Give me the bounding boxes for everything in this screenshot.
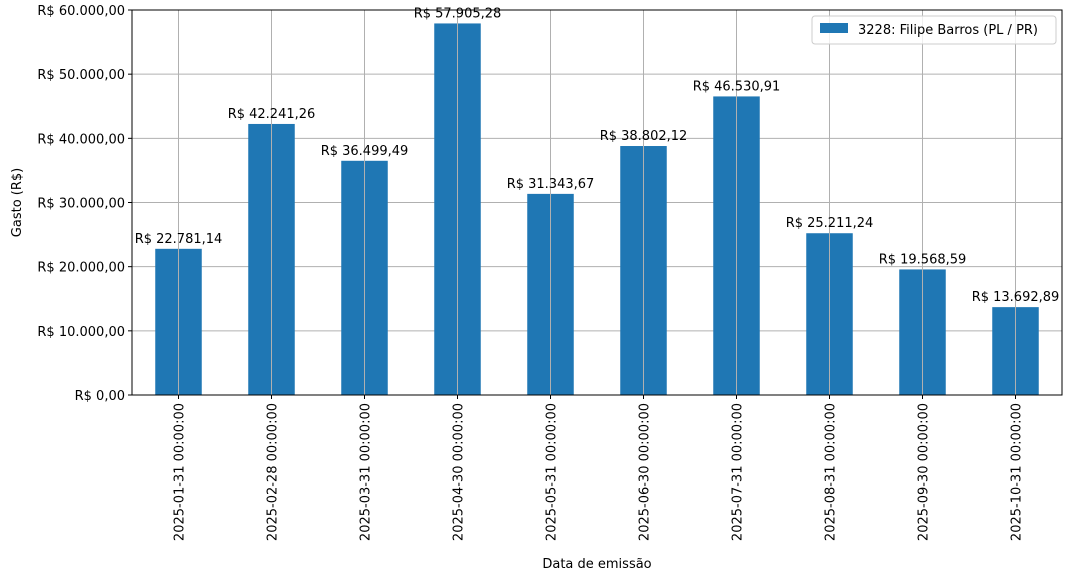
y-axis-label: Gasto (R$) [10,168,25,237]
legend: 3228: Filipe Barros (PL / PR) [811,15,1057,45]
x-tick-label: 2025-05-31 00:00:00 [545,403,560,541]
bar-value-label: R$ 19.568,59 [879,252,967,267]
x-tick-label: 2025-03-31 00:00:00 [359,403,374,541]
bar-value-label: R$ 31.343,67 [507,177,595,192]
x-tick-label: 2025-02-28 00:00:00 [266,403,281,541]
bar-value-label: R$ 13.692,89 [972,290,1060,305]
x-axis-label: Data de emissão [542,557,651,572]
vertical-grid-layer [178,10,1016,395]
x-tick-label: 2025-06-30 00:00:00 [638,403,653,541]
legend-swatch [820,23,848,33]
y-tick-label: R$ 30.000,00 [37,197,125,212]
bar-value-label: R$ 22.781,14 [135,232,223,247]
y-tick-label: R$ 0,00 [75,389,125,404]
y-axis-ticks: R$ 0,00 R$ 10.000,00 R$ 20.000,00 R$ 30.000… [37,4,132,404]
x-tick-label: 2025-10-31 00:00:00 [1010,403,1025,541]
y-tick-label: R$ 20.000,00 [37,261,125,276]
bar-value-label: R$ 42.241,26 [228,107,316,122]
y-tick-label: R$ 60.000,00 [37,4,125,19]
legend-box [811,15,1057,45]
bar-layer [155,23,1039,396]
y-tick-label: R$ 40.000,00 [37,132,125,147]
x-tick-label: 2025-01-31 00:00:00 [173,403,188,541]
x-tick-label: 2025-08-31 00:00:00 [824,403,839,541]
x-axis-ticks: 2025-01-31 00:00:00 2025-02-28 00:00:00 20… [173,395,1025,541]
bar-value-label: R$ 57.905,28 [414,6,502,21]
y-tick-label: R$ 50.000,00 [37,68,125,83]
bar-value-label: R$ 25.211,24 [786,216,874,231]
x-tick-label: 2025-09-30 00:00:00 [917,403,932,541]
y-tick-label: R$ 10.000,00 [37,325,125,340]
x-tick-label: 2025-04-30 00:00:00 [452,403,467,541]
data-labels: R$ 22.781,14 R$ 42.241,26 R$ 36.499,49 R$ 5… [135,6,1060,305]
legend-series-label: 3228: Filipe Barros (PL / PR) [858,23,1038,38]
bar-value-label: R$ 46.530,91 [693,79,781,94]
bar-value-label: R$ 36.499,49 [321,144,409,159]
x-tick-label: 2025-07-31 00:00:00 [731,403,746,541]
bar-value-label: R$ 38.802,12 [600,129,688,144]
